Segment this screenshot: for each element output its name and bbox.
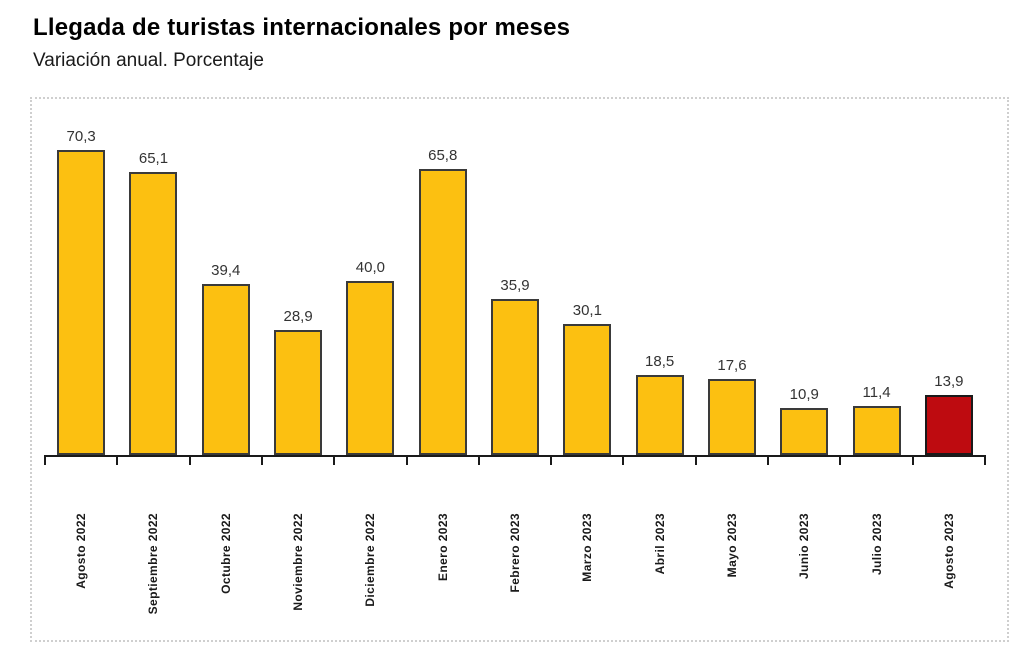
bar-value-label: 30,1 xyxy=(572,302,602,319)
x-axis-label: Abril 2023 xyxy=(652,513,667,575)
x-axis-label-slot: Octubre 2022 xyxy=(190,513,262,614)
x-axis-label-slot: Mayo 2023 xyxy=(696,513,768,614)
x-axis-label-slot: Septiembre 2022 xyxy=(117,513,189,614)
chart-subtitle: Variación anual. Porcentaje xyxy=(33,50,264,71)
bar-column: 30,1 xyxy=(551,302,623,455)
bar-value-label: 13,9 xyxy=(934,373,964,390)
bar-value-label: 35,9 xyxy=(500,277,530,294)
bar-value-label: 28,9 xyxy=(283,308,313,325)
x-axis-labels-row: Agosto 2022 Septiembre 2022 Octubre 2022 No… xyxy=(45,513,985,614)
x-axis-label: Noviembre 2022 xyxy=(291,513,306,611)
axis-tick xyxy=(984,455,986,465)
bar-column: 28,9 xyxy=(262,308,334,455)
bar-column: 11,4 xyxy=(840,384,912,455)
bar-value-label: 65,1 xyxy=(138,150,169,167)
bar xyxy=(418,169,467,455)
bar xyxy=(707,379,756,455)
bar xyxy=(852,406,901,455)
x-axis-label: Marzo 2023 xyxy=(580,513,595,582)
bar-column: 70,3 xyxy=(45,128,117,455)
chart-title: Llegada de turistas internacionales por … xyxy=(33,14,571,41)
x-axis-label: Julio 2023 xyxy=(869,513,884,576)
chart-frame: 70,3 65,1 39,4 28,9 40,0 65,8 35,9 30,1 18,5 17,6… xyxy=(30,97,1009,642)
axis-tick xyxy=(406,455,408,465)
x-axis-label: Agosto 2022 xyxy=(74,513,89,589)
axis-tick xyxy=(44,455,46,465)
bar xyxy=(57,150,106,455)
x-axis-label: Septiembre 2022 xyxy=(146,513,161,615)
axis-tick xyxy=(261,455,263,465)
bar-value-label: 70,3 xyxy=(66,128,96,145)
bar-column: 18,5 xyxy=(624,353,696,455)
x-axis-label-slot: Febrero 2023 xyxy=(479,513,551,614)
bar-column: 17,6 xyxy=(696,357,768,455)
x-axis-label: Enero 2023 xyxy=(435,513,450,582)
x-axis-label-slot: Agosto 2023 xyxy=(913,513,985,614)
x-axis-label: Octubre 2022 xyxy=(218,513,233,594)
axis-tick xyxy=(912,455,914,465)
bar xyxy=(563,324,612,455)
axis-tick xyxy=(767,455,769,465)
x-axis-label-slot: Agosto 2022 xyxy=(45,513,117,614)
bar-value-label: 65,8 xyxy=(428,147,458,164)
bar-value-label: 10,9 xyxy=(789,386,819,403)
bar-column: 65,8 xyxy=(407,147,479,455)
bar-column: 40,0 xyxy=(334,259,406,455)
plot-area: 70,3 65,1 39,4 28,9 40,0 65,8 35,9 30,1 18,5 17,6… xyxy=(45,99,985,457)
x-axis-label: Febrero 2023 xyxy=(508,513,523,593)
x-axis-label-slot: Abril 2023 xyxy=(624,513,696,614)
bar-value-label: 18,5 xyxy=(645,353,675,370)
bar-value-label: 11,4 xyxy=(862,384,891,401)
bar xyxy=(201,284,250,455)
bar xyxy=(491,299,540,455)
axis-tick xyxy=(333,455,335,465)
bar xyxy=(346,281,395,455)
bar-column: 10,9 xyxy=(768,386,840,455)
axis-tick xyxy=(839,455,841,465)
bar xyxy=(129,172,178,455)
x-axis-label-slot: Junio 2023 xyxy=(768,513,840,614)
x-axis-label-slot: Marzo 2023 xyxy=(551,513,623,614)
x-axis-label-slot: Diciembre 2022 xyxy=(334,513,406,614)
bar-highlighted xyxy=(924,395,973,455)
bar-value-label: 39,4 xyxy=(211,262,241,279)
bar xyxy=(274,330,323,455)
x-axis-label: Agosto 2023 xyxy=(941,513,956,589)
x-axis-label-slot: Julio 2023 xyxy=(840,513,912,614)
axis-tick xyxy=(478,455,480,465)
x-axis-label: Mayo 2023 xyxy=(724,513,739,578)
bar-value-label: 17,6 xyxy=(717,357,747,374)
bar-value-label: 40,0 xyxy=(355,259,385,276)
x-axis-label: Junio 2023 xyxy=(797,513,812,580)
bar-column: 39,4 xyxy=(190,262,262,455)
axis-tick xyxy=(116,455,118,465)
x-axis-label-slot: Enero 2023 xyxy=(407,513,479,614)
bar xyxy=(780,408,829,455)
axis-tick xyxy=(550,455,552,465)
axis-tick xyxy=(695,455,697,465)
axis-tick xyxy=(622,455,624,465)
x-axis-label-slot: Noviembre 2022 xyxy=(262,513,334,614)
bar-column: 13,9 xyxy=(913,373,985,455)
x-axis-label: Diciembre 2022 xyxy=(363,513,378,607)
bar-column: 65,1 xyxy=(117,150,189,455)
bar xyxy=(635,375,684,455)
bar-column: 35,9 xyxy=(479,277,551,455)
axis-tick xyxy=(189,455,191,465)
